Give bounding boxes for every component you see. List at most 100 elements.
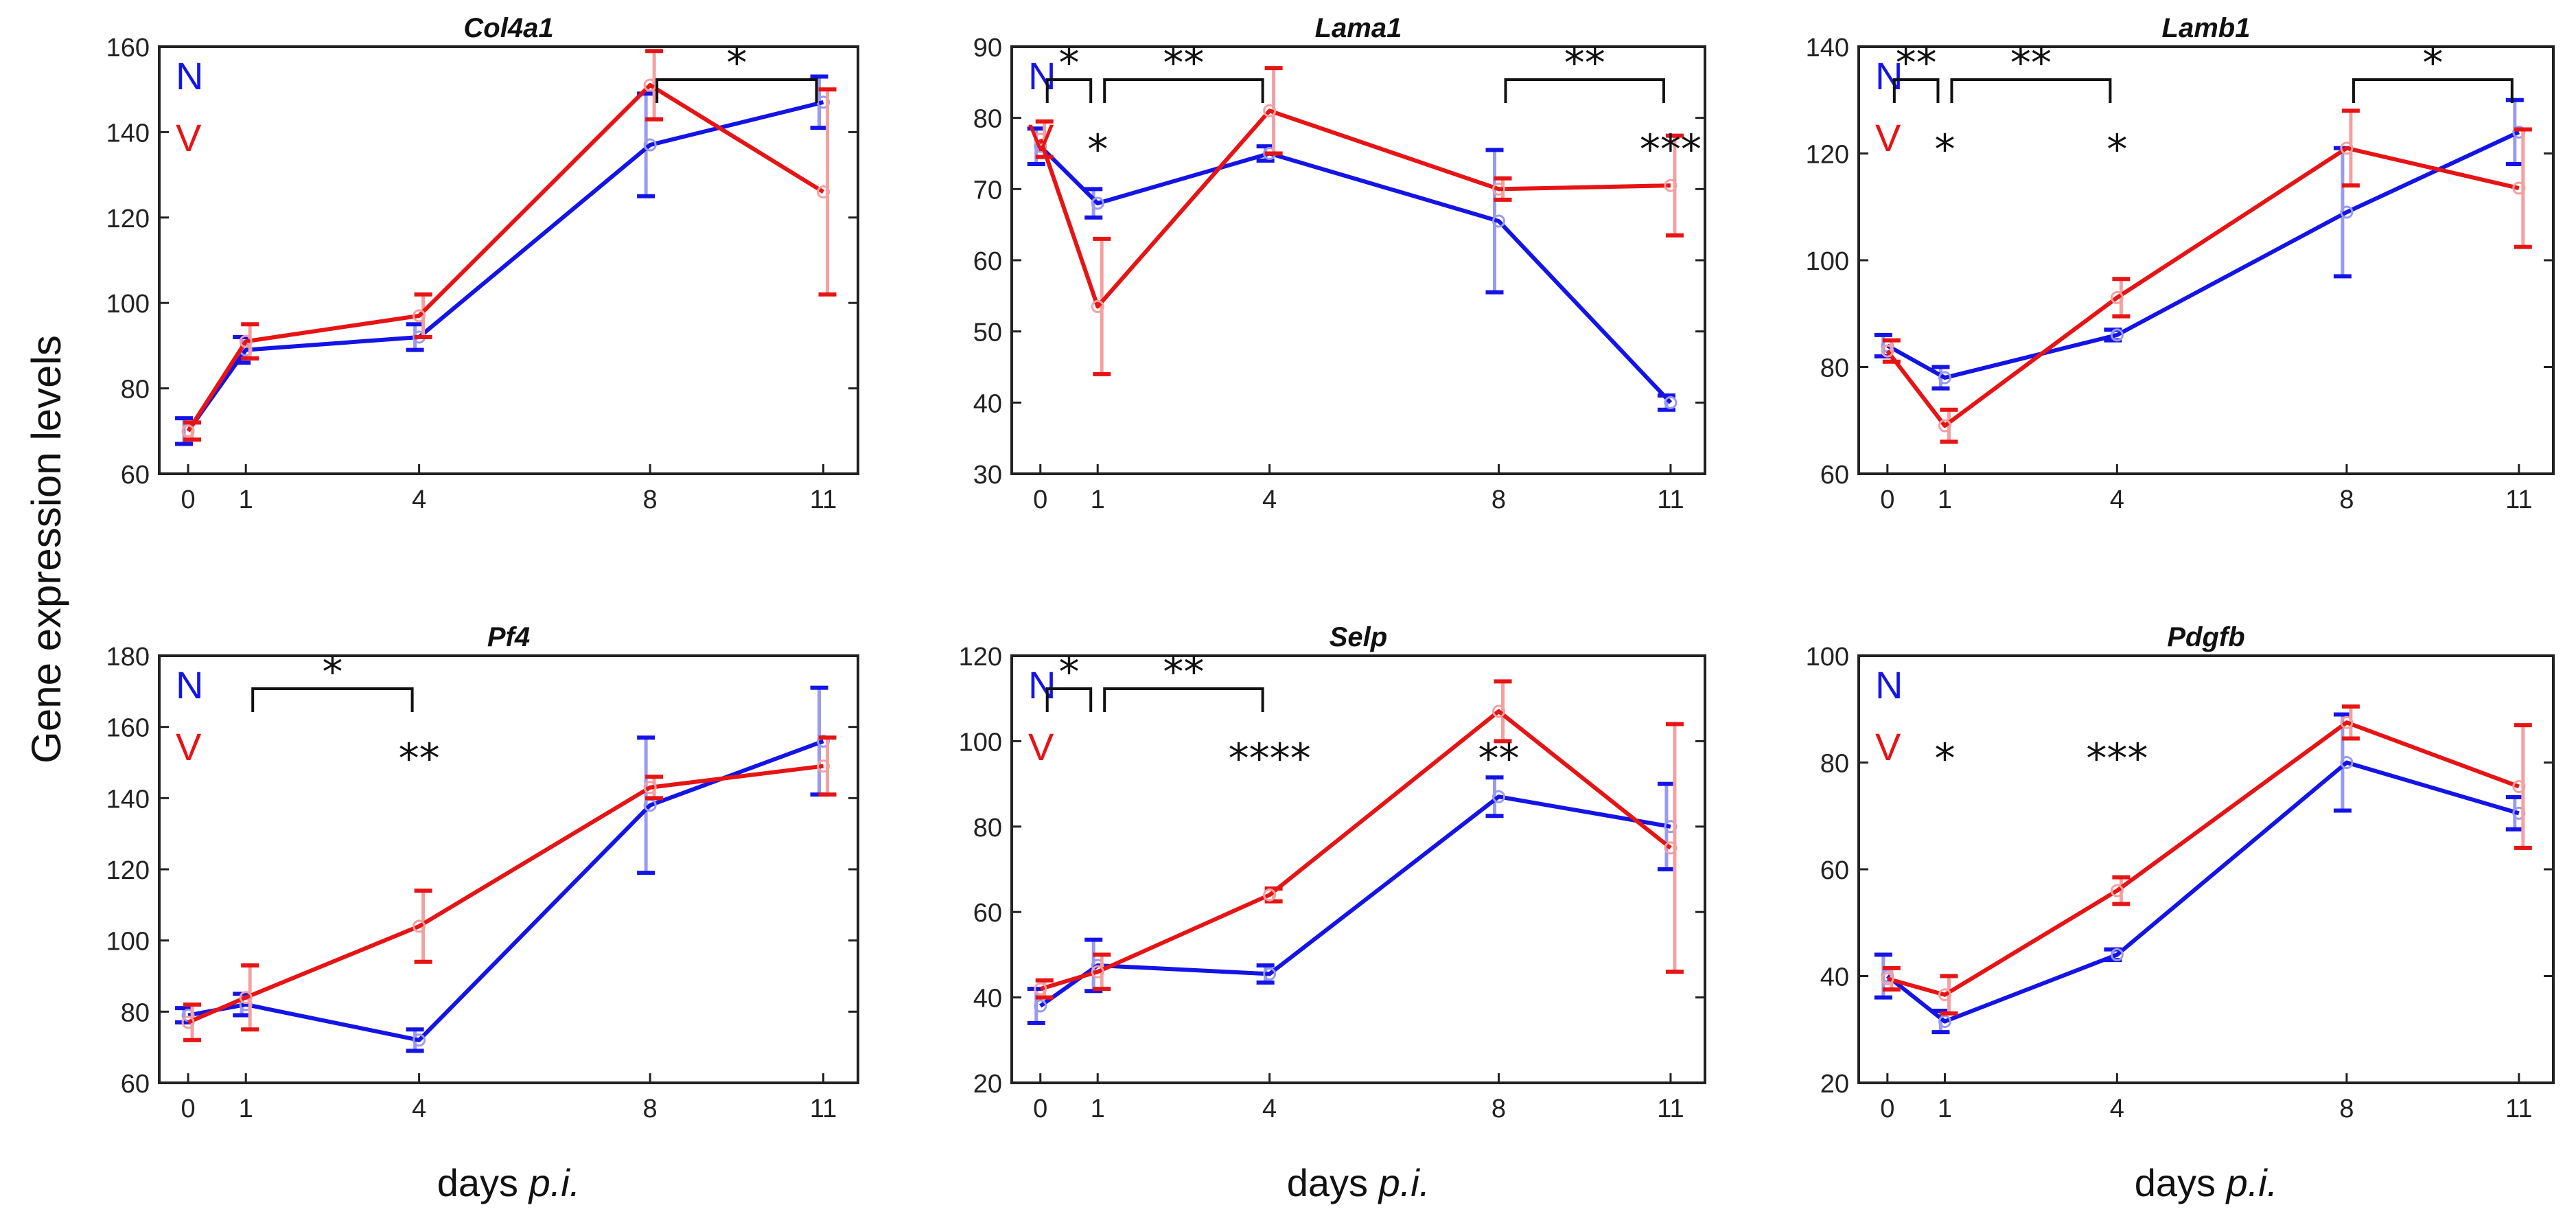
x-tick-label: 1: [1091, 1095, 1105, 1123]
panel-title: Pdgfb: [2167, 622, 2244, 652]
y-tick-label: 120: [1806, 141, 1849, 170]
series-V: [1881, 108, 2532, 444]
significance-label: *: [1058, 39, 1079, 87]
series-line: [1887, 720, 2520, 997]
x-tick-label: 1: [1938, 1095, 1952, 1123]
series-line: [1886, 130, 2520, 380]
y-tick-label: 60: [1820, 461, 1849, 490]
legend-v: V: [1875, 725, 1901, 768]
series-N: [1874, 712, 2526, 1035]
data-point: [1034, 133, 1047, 146]
significance-label: *: [726, 39, 747, 87]
data-point: [2512, 181, 2526, 195]
x-axis-label: days p.i.: [2135, 1161, 2278, 1204]
data-point: [1938, 988, 1951, 1002]
x-tick-label: 11: [1657, 485, 1684, 514]
legend-n: N: [1875, 54, 1903, 98]
data-point: [1492, 790, 1506, 803]
y-tick-label: 80: [1820, 354, 1849, 383]
y-tick-label: 160: [106, 34, 150, 62]
legend-n: N: [1875, 663, 1903, 707]
data-point: [181, 424, 195, 438]
significance-bracket: [1103, 78, 1264, 103]
y-tick-label: 100: [1806, 247, 1849, 276]
legend-v: V: [1028, 116, 1054, 159]
data-point: [413, 919, 426, 933]
y-tick-label: 80: [973, 814, 1002, 843]
y-tick-label: 120: [106, 205, 150, 233]
data-point: [817, 185, 831, 198]
data-point: [1263, 104, 1277, 117]
significance-bracket: [1950, 78, 2112, 103]
significance-bracket: [251, 687, 414, 712]
x-tick-label: 11: [1657, 1095, 1684, 1123]
x-axis-label-main: days: [2135, 1161, 2227, 1204]
data-point: [2512, 779, 2526, 793]
data-point: [643, 138, 657, 152]
x-axis-label-italic: p.i.: [528, 1161, 581, 1204]
x-tick-label: 8: [1492, 485, 1506, 514]
legend-v: V: [176, 116, 202, 159]
data-point: [2110, 328, 2124, 342]
x-tick-label: 0: [1880, 485, 1894, 514]
x-tick-label: 1: [239, 1095, 253, 1123]
y-tick-label: 60: [121, 1070, 150, 1099]
panel-title: Pf4: [487, 622, 530, 652]
x-tick-label: 0: [1033, 485, 1047, 514]
data-point: [2340, 141, 2354, 155]
data-point: [1091, 965, 1104, 978]
plot-frame: [1010, 654, 1706, 1084]
x-axis-label-main: days: [1287, 1161, 1379, 1204]
plot-frame: [158, 45, 859, 475]
x-tick-label: 4: [412, 1095, 426, 1123]
data-point: [181, 1016, 195, 1029]
y-tick-label: 100: [959, 728, 1002, 757]
series-line: [1038, 145, 1673, 404]
significance-label: **: [1163, 648, 1204, 696]
data-point: [239, 991, 253, 1005]
x-tick-label: 0: [1880, 1095, 1894, 1123]
data-point: [413, 1033, 426, 1047]
series-line: [187, 739, 824, 1042]
y-tick-label: 80: [121, 998, 150, 1027]
x-axis-label-italic: p.i.: [1378, 1161, 1430, 1204]
y-tick-label: 20: [1820, 1070, 1849, 1099]
series-N: [1027, 775, 1678, 1025]
y-tick-label: 80: [973, 105, 1002, 134]
data-point: [1664, 179, 1678, 192]
y-tick-label: 140: [106, 785, 150, 814]
series-line: [1885, 760, 2520, 1024]
data-point: [1492, 182, 1506, 196]
legend-n: N: [176, 663, 203, 707]
x-tick-label: 8: [2339, 1095, 2354, 1123]
series-line: [1038, 108, 1671, 309]
y-tick-label: 160: [106, 714, 150, 743]
significance-bracket: [1504, 78, 1665, 103]
series-line: [1039, 709, 1672, 992]
x-tick-label: 0: [181, 1095, 195, 1123]
x-tick-label: 1: [239, 485, 253, 514]
x-tick-label: 4: [1262, 485, 1277, 514]
x-tick-label: 8: [643, 1095, 658, 1123]
panel-title: Selp: [1330, 622, 1387, 652]
legend-n: N: [1028, 54, 1056, 98]
y-tick-label: 40: [973, 985, 1002, 1013]
y-tick-label: 90: [973, 34, 1002, 62]
significance-bracket: [1045, 78, 1093, 103]
series-V: [1881, 704, 2532, 1016]
data-point: [1034, 982, 1047, 996]
significance-label: *: [322, 648, 343, 696]
data-point: [413, 309, 426, 323]
data-point: [1263, 888, 1277, 902]
y-tick-label: 50: [973, 319, 1002, 347]
x-tick-label: 4: [412, 485, 426, 514]
data-point: [2340, 715, 2354, 729]
significance-star: ***: [1640, 126, 1702, 174]
series-N: [175, 685, 831, 1053]
panel-col4a1: Col4a1 60 80 100 120 140 160 0 1 4 8 11 NV *: [106, 13, 859, 514]
y-tick-label: 60: [121, 461, 150, 490]
